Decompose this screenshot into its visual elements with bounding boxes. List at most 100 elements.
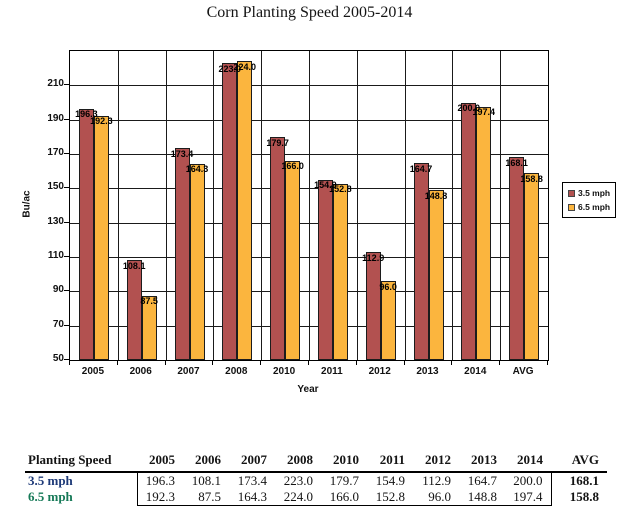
cell-65mph-2006: 87.5 <box>183 489 229 506</box>
bar-35mph-2013 <box>413 163 429 360</box>
ytick-label-70: 70 <box>52 318 64 330</box>
bar-65mph-2008 <box>237 61 253 360</box>
xtick-8 <box>451 360 452 365</box>
bar-35mph-2010 <box>270 137 286 360</box>
xtick-5 <box>308 360 309 365</box>
bar-label-35mph-2011: 154.9 <box>314 180 337 191</box>
cell-65mph-2012: 96.0 <box>413 489 459 506</box>
bar-65mph-2006 <box>141 295 157 360</box>
legend-item-35mph: 3.5 mph <box>568 188 610 198</box>
bar-35mph-2014 <box>461 102 477 360</box>
cell-35mph-2005: 196.3 <box>136 472 183 489</box>
legend-swatch-65mph-icon <box>568 203 575 211</box>
legend-item-65mph: 6.5 mph <box>568 202 610 212</box>
cell-65mph-2011: 152.8 <box>367 489 413 506</box>
cell-35mph-2011: 154.9 <box>375 473 405 488</box>
ytick-label-130: 130 <box>47 215 64 227</box>
ytick-50 <box>64 359 69 360</box>
ytick-90 <box>64 290 69 291</box>
ytick-150 <box>64 187 69 188</box>
ytick-110 <box>64 256 69 257</box>
table-header-avg: AVG <box>551 451 607 473</box>
bar-35mph-2012 <box>365 252 381 360</box>
table-header-2005: 2005 <box>137 451 183 473</box>
legend-label-35mph: 3.5 mph <box>578 188 611 198</box>
table-header-2013: 2013 <box>459 451 505 473</box>
gridline-x-2 <box>166 51 167 360</box>
ytick-label-170: 170 <box>47 147 64 158</box>
ytick-label-50: 50 <box>52 353 64 364</box>
bar-35mph-2006 <box>126 260 142 360</box>
data-table: Planting Speed 2005 2006 2007 2008 2010 2011 20… <box>25 451 607 506</box>
ytick-190 <box>64 119 69 120</box>
ytick-130 <box>64 222 69 223</box>
xcat-label-2007: 2007 <box>177 366 200 377</box>
bar-label-65mph-2014: 197.4 <box>472 107 496 118</box>
bar-label-65mph-2006: 87.5 <box>140 296 158 307</box>
cell-35mph-2012: 112.9 <box>422 473 451 488</box>
xtick-1 <box>117 360 118 365</box>
bar-65mph-2005 <box>93 115 109 360</box>
xcat-label-2012: 2012 <box>368 366 391 377</box>
bar-65mph-avg <box>524 173 540 360</box>
bar-65mph-2014 <box>476 106 492 360</box>
legend-swatch-35mph-icon <box>568 189 575 197</box>
gridline-x-4 <box>261 51 262 360</box>
bar-label-65mph-2007: 164.3 <box>185 164 209 175</box>
xtick-4 <box>260 360 261 365</box>
table-header-2014: 2014 <box>505 451 551 473</box>
cell-35mph-2006: 108.1 <box>191 473 221 488</box>
bar-label-35mph-2010: 179.7 <box>266 137 289 148</box>
cell-65mph-2014: 197.4 <box>505 489 552 506</box>
bar-label-65mph-2010: 166.0 <box>281 161 304 172</box>
bar-label-65mph-avg: 158.8 <box>520 173 543 184</box>
bar-65mph-2011 <box>332 183 348 360</box>
xtick-2 <box>165 360 166 365</box>
xtick-10 <box>547 360 548 365</box>
cell-65mph-2008: 224.0 <box>275 489 321 506</box>
xcat-label-2011: 2011 <box>321 366 343 377</box>
bar-65mph-2013 <box>428 190 444 360</box>
bar-label-65mph-2008: 224.0 <box>233 61 257 72</box>
cell-65mph-2007: 164.3 <box>229 489 275 506</box>
bar-label-35mph-2013: 164.7 <box>409 163 433 174</box>
row-label-35mph: 3.5 mph <box>28 473 73 488</box>
table-header-plantingspeed: Planting Speed <box>25 451 137 473</box>
gridline-x-6 <box>357 51 358 360</box>
bar-35mph-avg <box>509 157 525 360</box>
cell-65mph-2013: 148.8 <box>459 489 505 506</box>
table-header-2011: 2011 <box>367 451 413 473</box>
cell-35mph-2008: 223.0 <box>283 473 313 488</box>
y-axis-label: Bu/ac <box>21 190 33 218</box>
cell-65mph-avg: 158.8 <box>569 489 599 505</box>
gridline-x-1 <box>118 51 119 360</box>
bar-35mph-2008 <box>222 63 238 360</box>
gridline-x-7 <box>405 51 406 360</box>
bar-35mph-2007 <box>174 148 190 360</box>
gridline-x-9 <box>500 51 501 360</box>
table-header-2010: 2010 <box>321 451 367 473</box>
bar-label-65mph-2012: 96.0 <box>379 281 397 292</box>
bar-35mph-2005 <box>78 108 94 360</box>
chart-title: Corn Planting Speed 2005-2014 <box>206 4 413 21</box>
cell-35mph-2014: 200.0 <box>505 472 552 489</box>
xcat-label-2008: 2008 <box>225 366 248 377</box>
bar-65mph-2010 <box>285 160 301 360</box>
bar-35mph-2011 <box>317 179 333 360</box>
cell-35mph-2007: 173.4 <box>237 473 267 488</box>
ytick-label-90: 90 <box>52 284 64 296</box>
bar-65mph-2012 <box>380 281 396 360</box>
table-row-65mph: 6.5 mph 192.3 87.5 164.3 224.0 166.0 152.8 96.0… <box>25 489 607 506</box>
table-header-2007: 2007 <box>229 451 275 473</box>
gridline-x-5 <box>309 51 310 360</box>
legend: 3.5 mph 6.5 mph <box>562 182 617 218</box>
plot-area: 196.3 108.1 173.4 223.0 179.7 154.9 112.9 164.7… <box>69 50 549 361</box>
table-header-2012: 2012 <box>413 451 459 473</box>
ytick-label-150: 150 <box>47 181 64 193</box>
xtick-6 <box>356 360 357 365</box>
xcat-label-avg: AVG <box>512 366 534 377</box>
cell-35mph-avg: 168.1 <box>569 473 599 488</box>
bar-label-35mph-2007: 173.4 <box>170 148 194 159</box>
bar-label-65mph-2005: 192.3 <box>90 116 113 127</box>
table-header-2006: 2006 <box>183 451 229 473</box>
